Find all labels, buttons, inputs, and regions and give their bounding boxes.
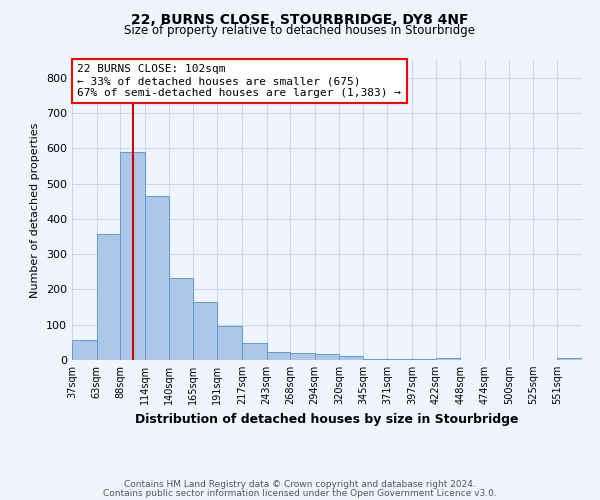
Text: 22 BURNS CLOSE: 102sqm
← 33% of detached houses are smaller (675)
67% of semi-de: 22 BURNS CLOSE: 102sqm ← 33% of detached… (77, 64, 401, 98)
Text: Size of property relative to detached houses in Stourbridge: Size of property relative to detached ho… (125, 24, 476, 37)
X-axis label: Distribution of detached houses by size in Stourbridge: Distribution of detached houses by size … (135, 412, 519, 426)
Bar (193, 302, 217, 360)
Text: Contains HM Land Registry data © Crown copyright and database right 2024.: Contains HM Land Registry data © Crown c… (124, 480, 476, 489)
Y-axis label: Number of detached properties: Number of detached properties (31, 122, 40, 298)
Bar (120, 152, 145, 360)
Bar (169, 278, 193, 360)
Bar (72, 340, 97, 360)
Bar (97, 234, 120, 360)
Bar (145, 196, 169, 360)
Bar (436, 358, 460, 360)
Bar (388, 359, 412, 360)
Bar (217, 326, 242, 360)
Bar (266, 352, 290, 360)
Bar (315, 354, 339, 360)
Bar (557, 358, 582, 360)
Text: Contains public sector information licensed under the Open Government Licence v3: Contains public sector information licen… (103, 488, 497, 498)
Text: 22, BURNS CLOSE, STOURBRIDGE, DY8 4NF: 22, BURNS CLOSE, STOURBRIDGE, DY8 4NF (131, 12, 469, 26)
Bar (242, 344, 266, 360)
Bar (339, 356, 363, 360)
Bar (290, 354, 315, 360)
Bar (363, 358, 388, 360)
